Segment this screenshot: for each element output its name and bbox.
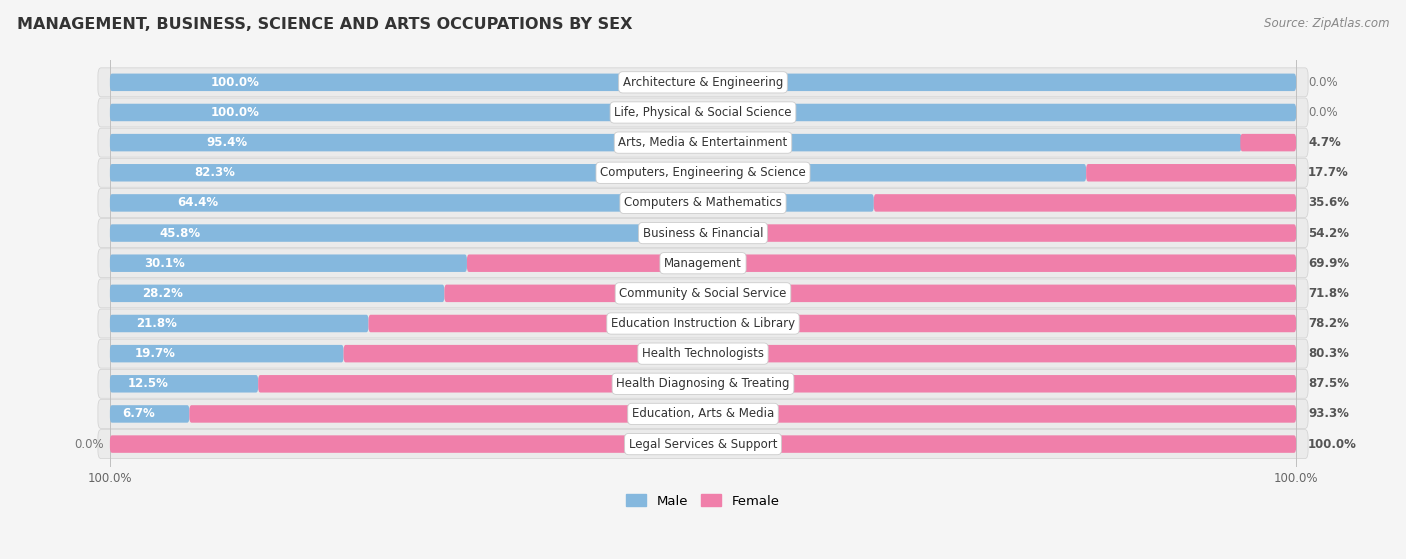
FancyBboxPatch shape — [98, 369, 1308, 398]
FancyBboxPatch shape — [654, 224, 1296, 242]
Text: 0.0%: 0.0% — [1308, 106, 1337, 119]
Text: Architecture & Engineering: Architecture & Engineering — [623, 76, 783, 89]
FancyBboxPatch shape — [98, 249, 1308, 278]
FancyBboxPatch shape — [873, 194, 1296, 212]
Text: Management: Management — [664, 257, 742, 269]
FancyBboxPatch shape — [98, 279, 1308, 308]
Text: 100.0%: 100.0% — [1308, 438, 1357, 451]
Text: 71.8%: 71.8% — [1308, 287, 1348, 300]
FancyBboxPatch shape — [110, 254, 467, 272]
Legend: Male, Female: Male, Female — [621, 489, 785, 513]
FancyBboxPatch shape — [110, 405, 190, 423]
Text: Computers, Engineering & Science: Computers, Engineering & Science — [600, 166, 806, 179]
FancyBboxPatch shape — [110, 164, 1087, 182]
Text: 17.7%: 17.7% — [1308, 166, 1348, 179]
Text: Computers & Mathematics: Computers & Mathematics — [624, 196, 782, 210]
Text: 78.2%: 78.2% — [1308, 317, 1348, 330]
Text: Health Technologists: Health Technologists — [643, 347, 763, 360]
FancyBboxPatch shape — [110, 224, 654, 242]
FancyBboxPatch shape — [98, 309, 1308, 338]
FancyBboxPatch shape — [343, 345, 1296, 362]
FancyBboxPatch shape — [98, 68, 1308, 97]
Text: MANAGEMENT, BUSINESS, SCIENCE AND ARTS OCCUPATIONS BY SEX: MANAGEMENT, BUSINESS, SCIENCE AND ARTS O… — [17, 17, 633, 32]
Text: 69.9%: 69.9% — [1308, 257, 1350, 269]
FancyBboxPatch shape — [110, 345, 343, 362]
FancyBboxPatch shape — [110, 104, 1296, 121]
FancyBboxPatch shape — [110, 194, 873, 212]
Text: Education Instruction & Library: Education Instruction & Library — [612, 317, 794, 330]
FancyBboxPatch shape — [110, 74, 1296, 91]
Text: 12.5%: 12.5% — [128, 377, 169, 390]
FancyBboxPatch shape — [110, 315, 368, 332]
FancyBboxPatch shape — [98, 400, 1308, 428]
Text: 28.2%: 28.2% — [142, 287, 183, 300]
Text: 6.7%: 6.7% — [122, 408, 155, 420]
FancyBboxPatch shape — [98, 430, 1308, 458]
Text: Source: ZipAtlas.com: Source: ZipAtlas.com — [1264, 17, 1389, 30]
Text: 93.3%: 93.3% — [1308, 408, 1348, 420]
Text: Education, Arts & Media: Education, Arts & Media — [631, 408, 775, 420]
FancyBboxPatch shape — [110, 435, 1296, 453]
FancyBboxPatch shape — [98, 98, 1308, 127]
FancyBboxPatch shape — [190, 405, 1296, 423]
FancyBboxPatch shape — [98, 188, 1308, 217]
Text: 82.3%: 82.3% — [194, 166, 235, 179]
Text: Community & Social Service: Community & Social Service — [619, 287, 787, 300]
FancyBboxPatch shape — [444, 285, 1296, 302]
Text: 100.0%: 100.0% — [211, 106, 260, 119]
Text: 0.0%: 0.0% — [1308, 76, 1337, 89]
Text: 19.7%: 19.7% — [135, 347, 176, 360]
FancyBboxPatch shape — [98, 128, 1308, 157]
Text: Legal Services & Support: Legal Services & Support — [628, 438, 778, 451]
FancyBboxPatch shape — [368, 315, 1296, 332]
Text: 0.0%: 0.0% — [75, 438, 104, 451]
Text: 30.1%: 30.1% — [145, 257, 186, 269]
Text: 35.6%: 35.6% — [1308, 196, 1348, 210]
FancyBboxPatch shape — [259, 375, 1296, 392]
Text: 45.8%: 45.8% — [159, 226, 201, 240]
FancyBboxPatch shape — [1240, 134, 1296, 151]
Text: Health Diagnosing & Treating: Health Diagnosing & Treating — [616, 377, 790, 390]
Text: Arts, Media & Entertainment: Arts, Media & Entertainment — [619, 136, 787, 149]
FancyBboxPatch shape — [98, 219, 1308, 248]
FancyBboxPatch shape — [98, 339, 1308, 368]
Text: 21.8%: 21.8% — [136, 317, 177, 330]
Text: Business & Financial: Business & Financial — [643, 226, 763, 240]
Text: Life, Physical & Social Science: Life, Physical & Social Science — [614, 106, 792, 119]
FancyBboxPatch shape — [467, 254, 1296, 272]
FancyBboxPatch shape — [98, 158, 1308, 187]
Text: 87.5%: 87.5% — [1308, 377, 1348, 390]
Text: 80.3%: 80.3% — [1308, 347, 1348, 360]
Text: 100.0%: 100.0% — [211, 76, 260, 89]
Text: 4.7%: 4.7% — [1308, 136, 1341, 149]
Text: 54.2%: 54.2% — [1308, 226, 1348, 240]
FancyBboxPatch shape — [110, 375, 259, 392]
FancyBboxPatch shape — [110, 134, 1241, 151]
FancyBboxPatch shape — [1087, 164, 1296, 182]
Text: 95.4%: 95.4% — [207, 136, 247, 149]
Text: 64.4%: 64.4% — [177, 196, 218, 210]
FancyBboxPatch shape — [110, 285, 444, 302]
